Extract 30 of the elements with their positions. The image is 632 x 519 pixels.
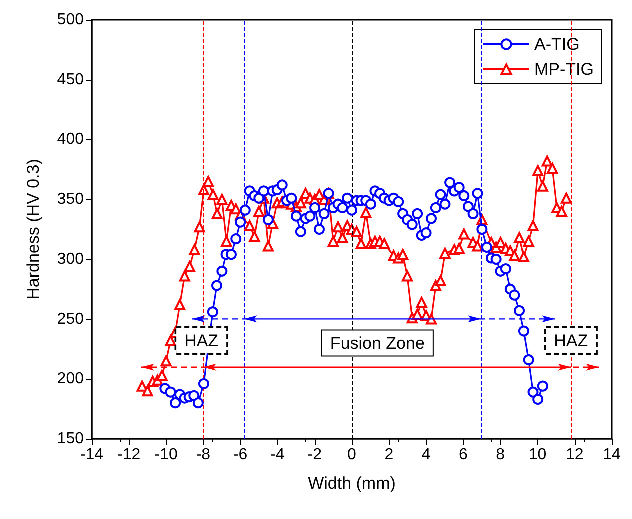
annotation: HAZ: [184, 331, 219, 350]
legend-label: A-TIG: [534, 35, 580, 54]
x-tick-label: 10: [528, 446, 547, 464]
x-axis-title: Width (mm): [308, 474, 396, 493]
x-tick-label: -10: [154, 446, 178, 464]
x-tick-label: 0: [348, 446, 357, 464]
y-tick-label: 200: [57, 370, 84, 388]
x-tick-label: 14: [603, 446, 621, 464]
x-tick-label: 2: [384, 446, 394, 464]
y-tick-label: 400: [57, 131, 84, 148]
x-tick-label: 12: [566, 446, 584, 464]
annotation: Fusion Zone: [330, 334, 425, 353]
y-axis-title: Hardness (HV 0.3): [24, 159, 43, 300]
legend-label: MP-TIG: [534, 60, 594, 79]
annotation: HAZ: [554, 331, 588, 350]
x-tick-label: -6: [233, 446, 248, 464]
x-tick-label: -2: [308, 446, 322, 464]
x-tick-label: 8: [496, 446, 506, 464]
x-tick-label: 4: [422, 446, 431, 464]
x-tick-label: -12: [118, 446, 141, 464]
y-tick-label: 500: [57, 12, 84, 28]
x-tick-label: -14: [80, 446, 104, 464]
y-tick-label: 250: [57, 310, 84, 328]
y-tick-label: 150: [57, 430, 84, 448]
x-tick-label: -4: [270, 446, 285, 464]
y-tick-label: 350: [57, 191, 84, 208]
x-tick-label: 6: [458, 446, 468, 464]
x-tick-label: -8: [196, 446, 211, 464]
y-tick-label: 300: [57, 250, 84, 268]
y-tick-label: 450: [57, 71, 84, 88]
